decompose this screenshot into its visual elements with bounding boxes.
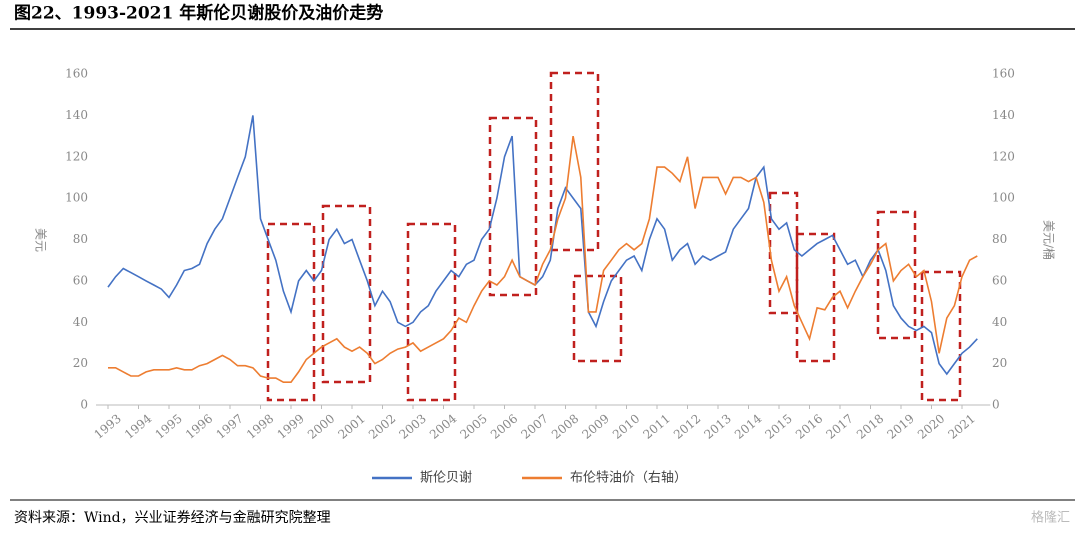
x-tick-label: 1998 (244, 411, 276, 441)
y2-tick-label: 20 (992, 356, 1007, 370)
x-tick-label: 2006 (488, 411, 520, 441)
box (488, 116, 538, 297)
legend-label: 斯伦贝谢 (420, 470, 472, 486)
x-tick-label: 2013 (701, 411, 733, 441)
source: 资料来源：Wind，兴业证券经济与金融研究院整理 (14, 510, 331, 526)
chart-title: 图22、1993-2021 年斯伦贝谢股价及油价走势 (14, 3, 383, 24)
y-tick-label: 100 (65, 191, 88, 205)
box (321, 204, 372, 384)
box (406, 222, 457, 402)
y-tick-label: 60 (73, 273, 88, 287)
x-tick-label: 2003 (396, 411, 428, 441)
box (266, 222, 316, 402)
box (920, 270, 962, 402)
x-tick-label: 2005 (457, 411, 489, 441)
y2-tick-label: 120 (992, 149, 1015, 163)
x-tick-label: 2007 (518, 411, 550, 441)
series-line (107, 115, 978, 376)
y-tick-label: 20 (73, 356, 88, 370)
x-tick-label: 2021 (945, 411, 977, 441)
y2-tick-label: 80 (992, 232, 1007, 246)
highlight-boxes (266, 71, 962, 402)
y2-tick-label: 60 (992, 273, 1007, 287)
box (876, 210, 917, 340)
x-tick-label: 2012 (671, 411, 703, 441)
x-tick-label: 1995 (152, 411, 184, 441)
box (768, 191, 799, 315)
x-tick-label: 2016 (793, 411, 825, 441)
y-tick-label: 140 (65, 108, 88, 122)
x-tick-label: 2000 (305, 411, 337, 441)
x-tick-label: 2002 (366, 411, 398, 441)
y-tick-label: 120 (65, 149, 88, 163)
legend-label: 布伦特油价（右轴） (570, 471, 687, 486)
x-tick-label: 2014 (732, 411, 765, 442)
y-tick-label: 0 (80, 398, 88, 412)
x-tick-label: 1996 (183, 411, 215, 441)
box (549, 71, 600, 252)
x-tick-label: 2008 (549, 411, 581, 441)
x-tick-label: 2015 (762, 411, 794, 441)
y2-tick-label: 160 (992, 67, 1015, 81)
x-tick-label: 1997 (213, 411, 245, 441)
y2-tick-label: 100 (992, 191, 1015, 205)
x-tick-label: 2010 (610, 411, 642, 441)
x-tick-label: 1999 (274, 411, 306, 441)
y2-tick-label: 40 (992, 315, 1007, 329)
x-tick-label: 1993 (91, 411, 123, 441)
x-tick-label: 2017 (823, 411, 855, 441)
y-tick-label: 80 (73, 232, 88, 246)
series-line (108, 135, 978, 383)
x-tick-label: 2011 (640, 411, 672, 441)
y-tick-label: 160 (65, 67, 88, 81)
x-tick-label: 2018 (854, 411, 886, 441)
x-tick-label: 2004 (427, 411, 460, 442)
x-tick-label: 2001 (335, 411, 367, 441)
y2-axis-label: 美元/桶 (1042, 220, 1057, 260)
box (572, 274, 623, 363)
y2-tick-label: 140 (992, 108, 1015, 122)
watermark: 格隆汇 (1031, 510, 1070, 526)
x-tick-label: 2009 (579, 411, 611, 441)
y2-tick-label: 0 (992, 398, 1000, 412)
box (795, 232, 836, 363)
x-tick-label: 2020 (915, 411, 947, 441)
x-tick-label: 2019 (884, 411, 916, 441)
y-axis-label: 美元 (34, 228, 48, 252)
x-tick-label: 1994 (122, 411, 155, 442)
y-tick-label: 40 (73, 315, 88, 329)
